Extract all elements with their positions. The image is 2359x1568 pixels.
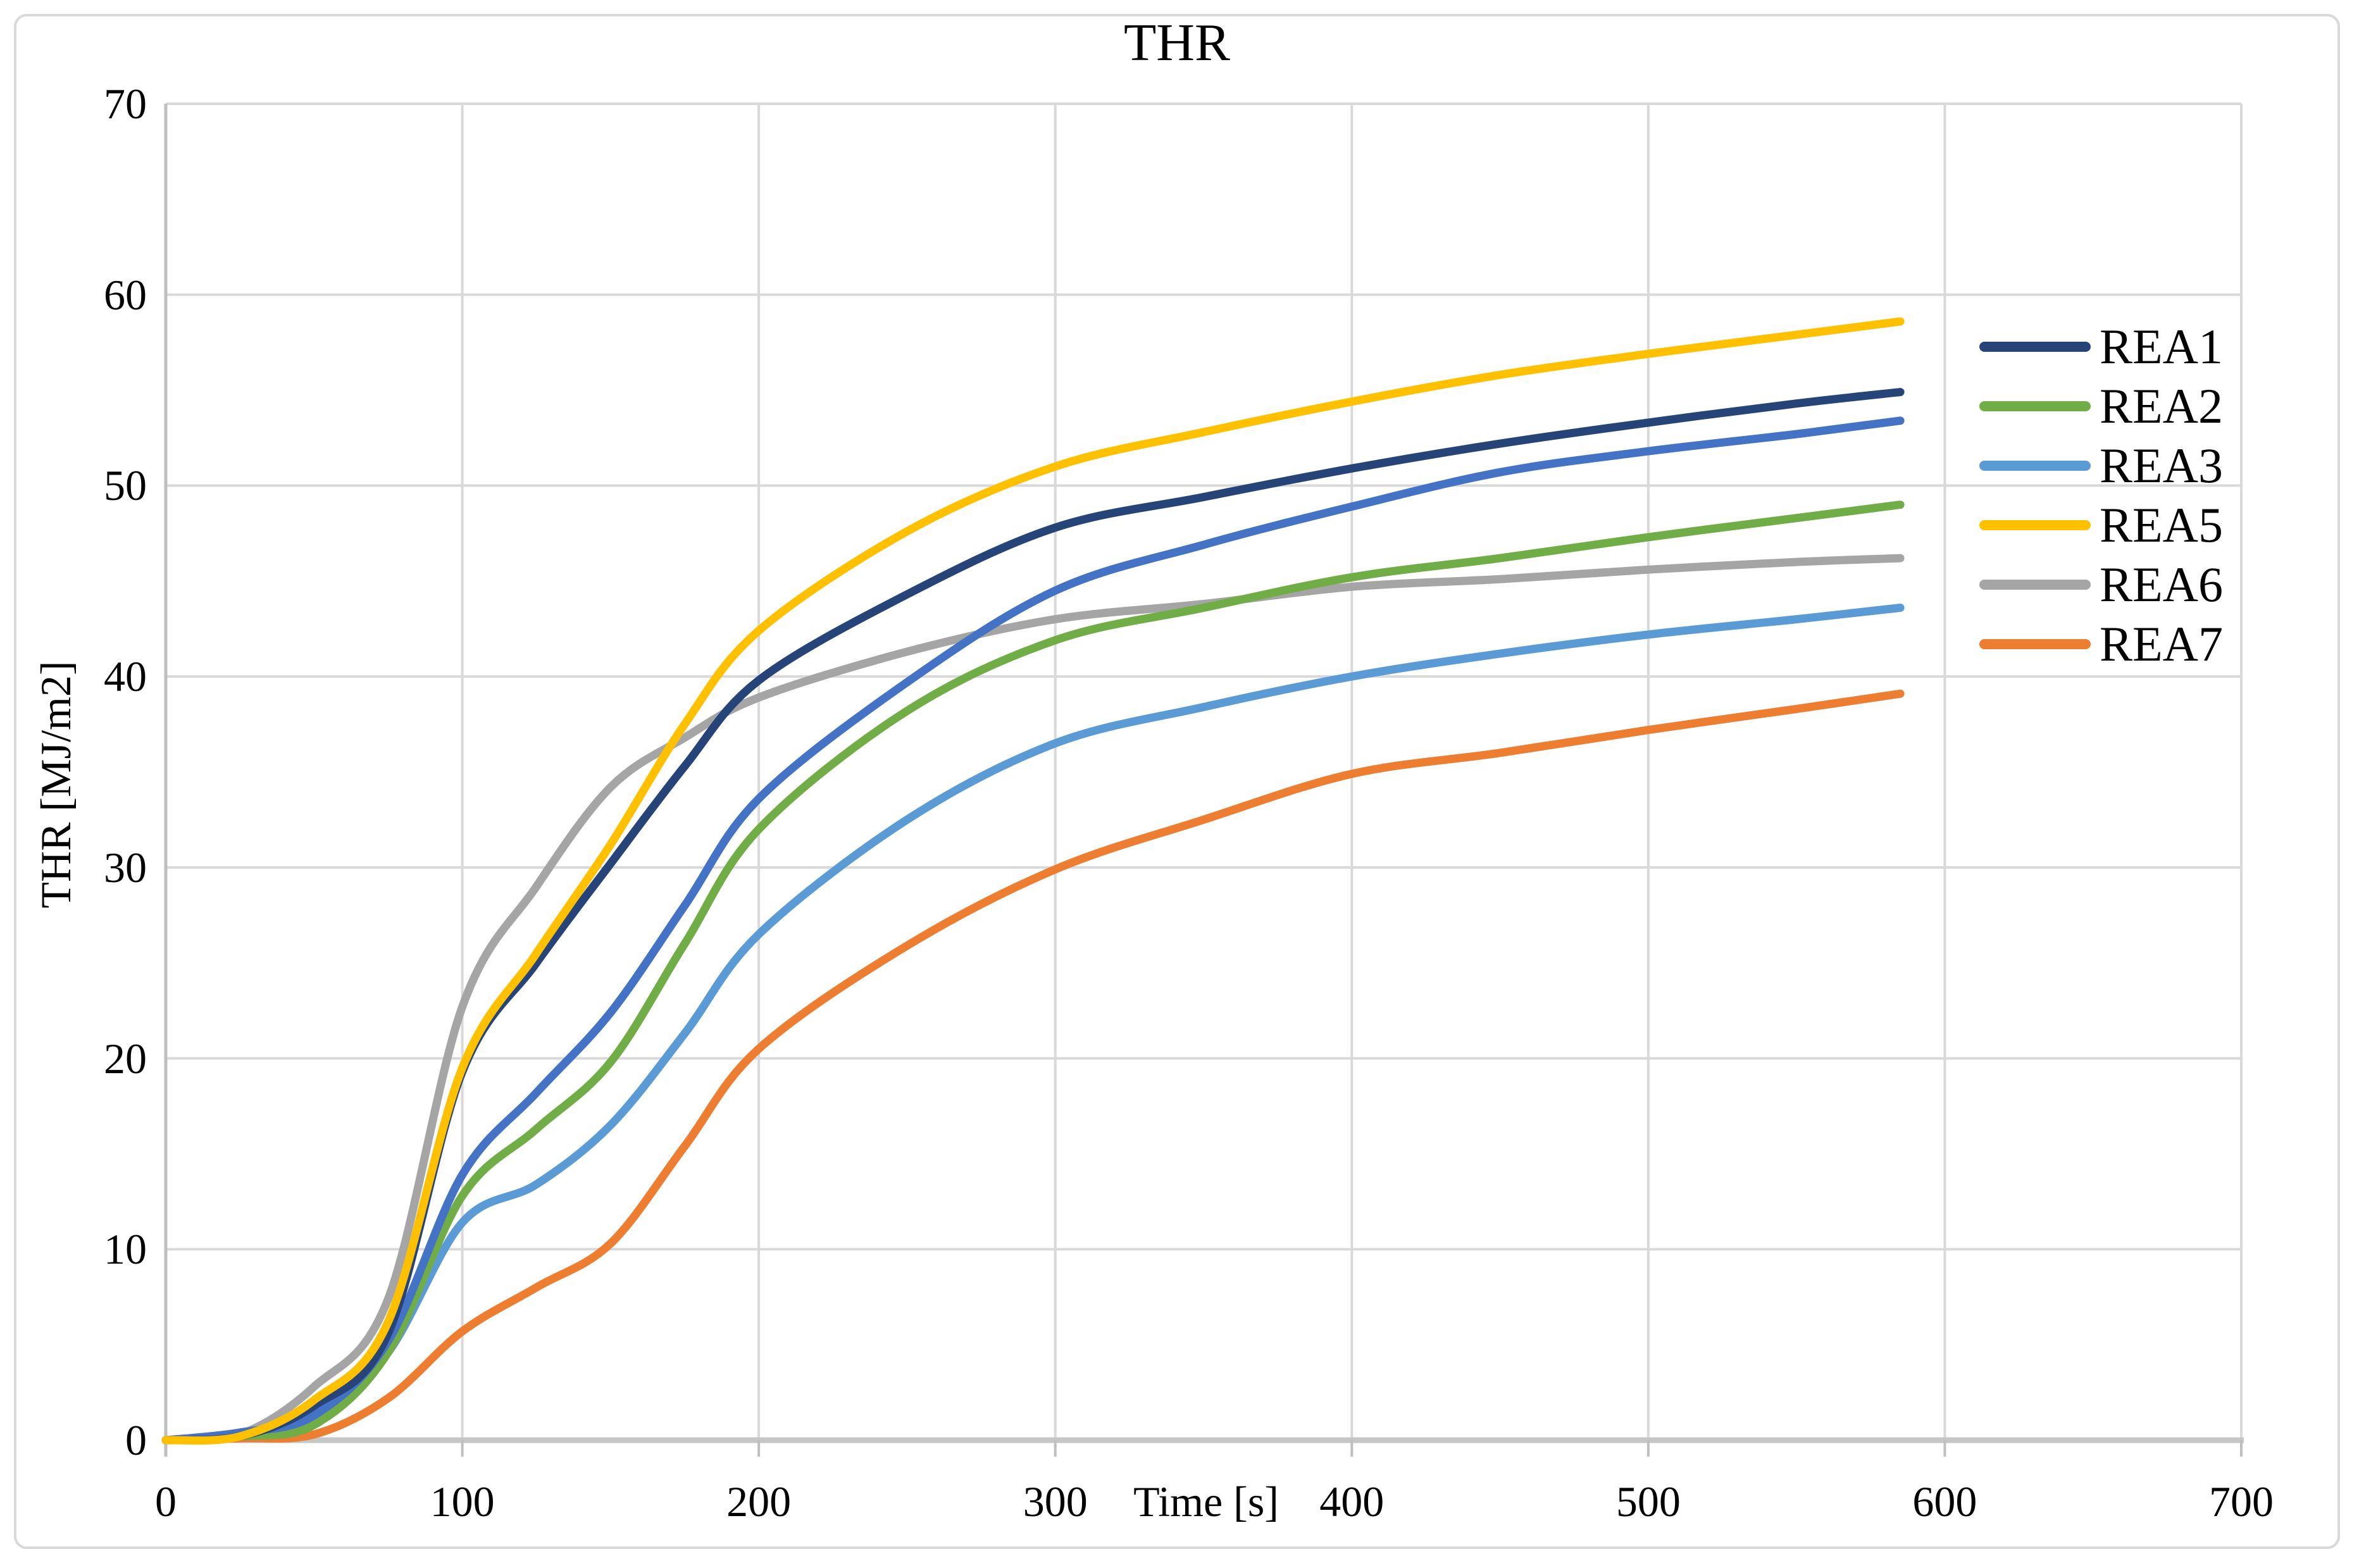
series-line-REA5 <box>161 317 1905 1445</box>
x-tick-label: 300 <box>1023 1478 1088 1526</box>
data-series-lines <box>161 317 1905 1445</box>
legend-item-REA5: REA5 <box>1979 495 2223 555</box>
y-tick-label: 0 <box>125 1416 147 1464</box>
y-tick-label: 20 <box>104 1034 147 1083</box>
y-tick-label: 40 <box>104 652 147 701</box>
series-line-unlabeled <box>161 416 1905 1445</box>
series-line-REA2 <box>161 501 1905 1445</box>
legend-label: REA7 <box>2100 616 2223 671</box>
legend-item-REA3: REA3 <box>1979 436 2223 495</box>
chart-legend: REA1 REA2 REA3 REA5 REA6 REA7 <box>1979 317 2223 674</box>
x-tick-label: 0 <box>155 1478 177 1526</box>
y-tick-label: 30 <box>104 843 147 892</box>
y-tick-label: 60 <box>104 270 147 319</box>
legend-label: REA5 <box>2100 497 2223 552</box>
legend-item-REA7: REA7 <box>1979 614 2223 674</box>
legend-label: REA1 <box>2100 319 2223 374</box>
legend-line-swatch <box>1979 639 2091 649</box>
x-tick-label: 200 <box>726 1478 792 1526</box>
y-tick-label: 10 <box>104 1225 147 1274</box>
legend-line-swatch <box>1979 520 2091 530</box>
y-tick-label: 70 <box>104 80 147 128</box>
x-tick-label: 700 <box>2209 1478 2274 1526</box>
x-axis-title: Time [s] <box>1133 1478 1279 1526</box>
axes <box>163 104 2244 1457</box>
gridlines <box>166 103 2243 1440</box>
x-tick-label: 500 <box>1615 1478 1681 1526</box>
series-line-REA6 <box>161 554 1905 1445</box>
x-tick-label: 100 <box>430 1478 495 1526</box>
legend-label: REA3 <box>2100 438 2223 493</box>
legend-item-REA2: REA2 <box>1979 376 2223 436</box>
y-tick-label: 50 <box>104 461 147 510</box>
series-line-REA7 <box>161 689 1905 1445</box>
legend-label: REA6 <box>2100 557 2223 612</box>
legend-line-swatch <box>1979 401 2091 411</box>
legend-line-swatch <box>1979 580 2091 590</box>
legend-line-swatch <box>1979 342 2091 352</box>
legend-item-REA6: REA6 <box>1979 555 2223 614</box>
legend-label: REA2 <box>2100 378 2223 433</box>
x-tick-label: 600 <box>1912 1478 1977 1526</box>
x-tick-label: 400 <box>1319 1478 1385 1526</box>
chart-title: THR <box>1124 13 1230 72</box>
legend-item-REA1: REA1 <box>1979 317 2223 376</box>
legend-line-swatch <box>1979 461 2091 471</box>
